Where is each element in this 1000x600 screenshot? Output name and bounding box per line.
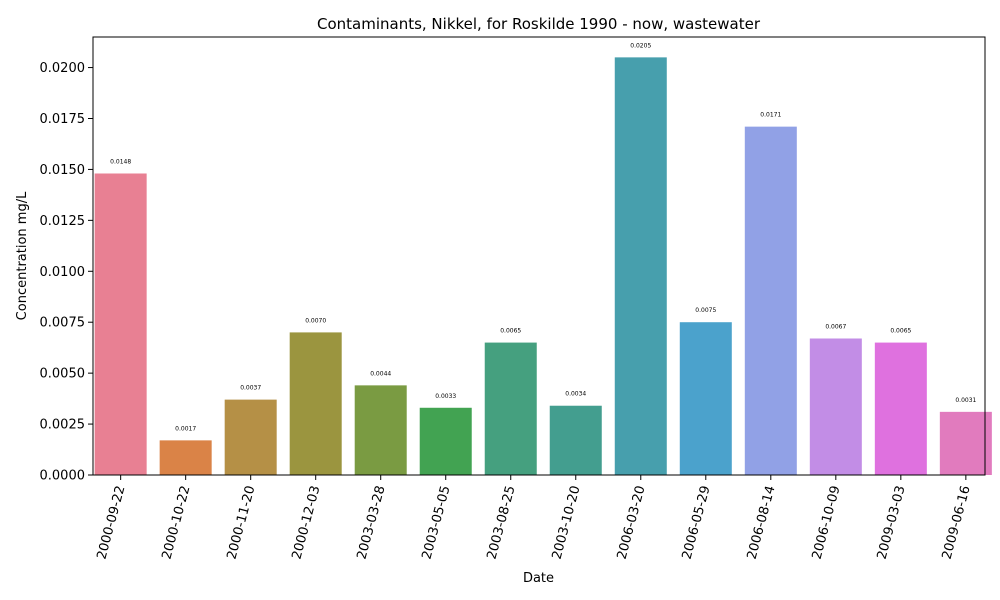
x-tick-label-2006-10-09: 2006-10-09 [810,484,844,561]
x-tick-label-2003-05-05: 2003-05-05 [420,484,454,561]
data-label-2003-08-25: 0.0065 [500,328,521,335]
x-axis-label: Date [523,571,554,586]
bar-2006-03-20 [614,57,667,476]
x-tick-label-2009-06-16: 2009-06-16 [940,484,974,561]
bar-2003-08-25 [484,342,537,475]
y-tick-label: 0.0025 [40,418,86,433]
x-tick-label-2000-10-22: 2000-10-22 [159,484,193,561]
bar-2006-10-09 [809,338,862,475]
x-tick-label-2009-03-03: 2009-03-03 [875,484,909,561]
bar-2000-12-03 [289,332,342,475]
bar-2006-08-14 [744,126,797,475]
data-label-2006-10-09: 0.0067 [825,324,846,331]
bar-2000-11-20 [224,399,277,475]
y-axis: 0.0000 0.0025 0.0050 0.0075 0.0100 0.0125 0.01… [40,61,93,484]
x-tick-label-2000-09-22: 2000-09-22 [94,484,128,561]
y-tick-label: 0.0000 [40,469,86,484]
x-tick-label-2006-08-14: 2006-08-14 [745,484,779,561]
plot-frame [92,36,986,476]
data-label-2009-03-03: 0.0065 [890,328,911,335]
data-label-2006-08-14: 0.0171 [760,112,781,119]
data-label-2006-05-29: 0.0075 [695,307,716,314]
y-tick-label: 0.0100 [40,265,86,280]
y-axis-label: Concentration mg/L [15,191,30,320]
data-label-2009-06-16: 0.0031 [955,397,976,404]
bar-2000-09-22 [94,173,147,476]
bar-2006-05-29 [679,322,732,475]
y-tick-label: 0.0200 [40,61,86,76]
data-label-2000-11-20: 0.0037 [240,385,261,392]
y-tick-label: 0.0125 [40,214,86,229]
data-label-2000-10-22: 0.0017 [175,425,196,432]
y-tick-label: 0.0050 [40,367,86,382]
bars-group [94,57,992,476]
bar-2009-03-03 [874,342,927,475]
data-label-2000-12-03: 0.0070 [305,317,326,324]
chart-title: Contaminants, Nikkel, for Roskilde 1990 … [317,15,761,33]
data-label-2003-03-28: 0.0044 [370,370,391,377]
bar-2009-06-16 [939,411,992,475]
bar-2000-10-22 [159,440,212,475]
x-tick-label-2000-11-20: 2000-11-20 [225,484,259,561]
x-tick-label-2006-03-20: 2006-03-20 [615,484,649,561]
x-tick-label-2003-08-25: 2003-08-25 [485,484,519,561]
y-tick-label: 0.0075 [40,316,86,331]
y-tick-label: 0.0175 [40,112,86,127]
bar-2003-03-28 [354,385,407,475]
x-tick-label-2003-03-28: 2003-03-28 [355,484,389,561]
y-tick-label: 0.0150 [40,163,86,178]
data-label-2000-09-22: 0.0148 [110,158,131,165]
data-labels-group: 0.0148 0.0017 0.0037 0.0070 0.0044 0.0033 0.00… [110,42,976,432]
data-label-2003-05-05: 0.0033 [435,393,456,400]
data-label-2003-10-20: 0.0034 [565,391,586,398]
bar-2003-05-05 [419,407,472,475]
x-tick-label-2006-05-29: 2006-05-29 [680,484,714,561]
x-tick-label-2000-12-03: 2000-12-03 [290,484,324,561]
x-axis: 2000-09-22 2000-10-22 2000-11-20 2000-12-03… [94,475,974,561]
x-tick-label-2003-10-20: 2003-10-20 [550,484,584,561]
data-label-2006-03-20: 0.0205 [630,42,651,49]
bar-2003-10-20 [549,405,602,475]
